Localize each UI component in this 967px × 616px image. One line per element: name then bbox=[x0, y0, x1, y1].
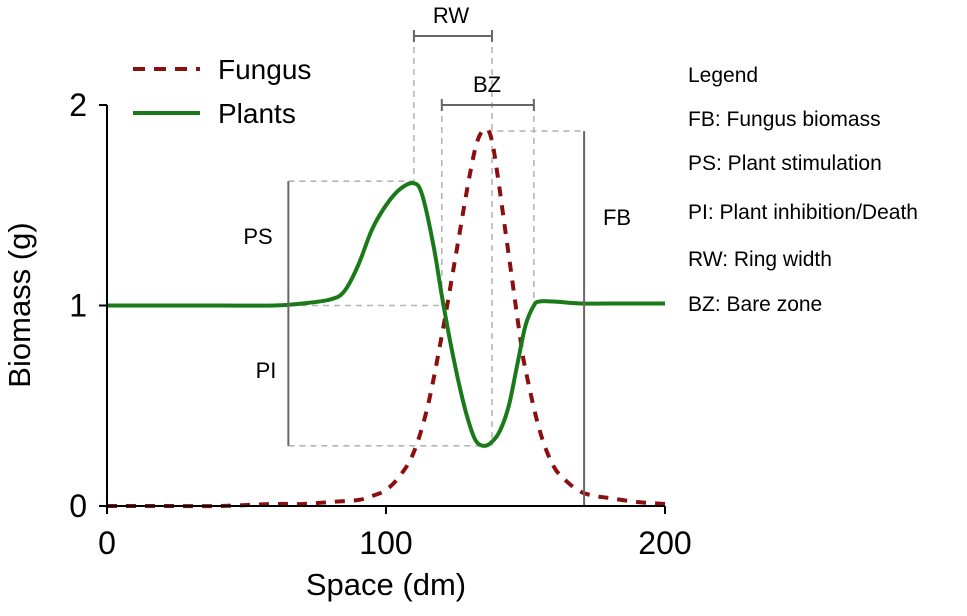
y-tick-label: 0 bbox=[69, 488, 87, 524]
x-tick-label: 0 bbox=[98, 525, 116, 561]
legend-label-plants: Plants bbox=[218, 98, 296, 129]
ticks-layer: 0 100 200 0 1 2 bbox=[69, 87, 691, 561]
y-tick-label: 1 bbox=[69, 288, 87, 324]
bracket-layer bbox=[287, 30, 586, 506]
y-tick-label: 2 bbox=[69, 87, 87, 123]
side-legend-title: Legend bbox=[688, 64, 758, 87]
legend: Fungus Plants bbox=[133, 54, 311, 129]
side-legend-item: BZ: Bare zone bbox=[688, 293, 822, 316]
x-tick-label: 100 bbox=[359, 525, 412, 561]
side-legend-item: PI: Plant inhibition/Death bbox=[688, 201, 918, 224]
x-axis-title: Space (dm) bbox=[306, 567, 466, 602]
series-line-fungus bbox=[107, 127, 666, 509]
series-layer bbox=[107, 127, 666, 509]
annotation-label-bz: BZ bbox=[473, 72, 501, 97]
side-legend: Legend FB: Fungus biomass PS: Plant stim… bbox=[688, 64, 918, 316]
side-legend-item: FB: Fungus biomass bbox=[688, 108, 881, 131]
annotation-label-fb: FB bbox=[603, 205, 631, 230]
x-tick-label: 200 bbox=[638, 525, 691, 561]
annotation-label-pi: PI bbox=[256, 358, 277, 383]
y-axis-title: Biomass (g) bbox=[2, 222, 37, 387]
legend-label-fungus: Fungus bbox=[218, 54, 311, 85]
side-legend-item: RW: Ring width bbox=[688, 248, 832, 271]
side-legend-item: PS: Plant stimulation bbox=[688, 152, 882, 175]
series-line-plants bbox=[107, 181, 665, 448]
annotation-label-rw: RW bbox=[433, 3, 469, 28]
annotation-label-ps: PS bbox=[243, 224, 272, 249]
